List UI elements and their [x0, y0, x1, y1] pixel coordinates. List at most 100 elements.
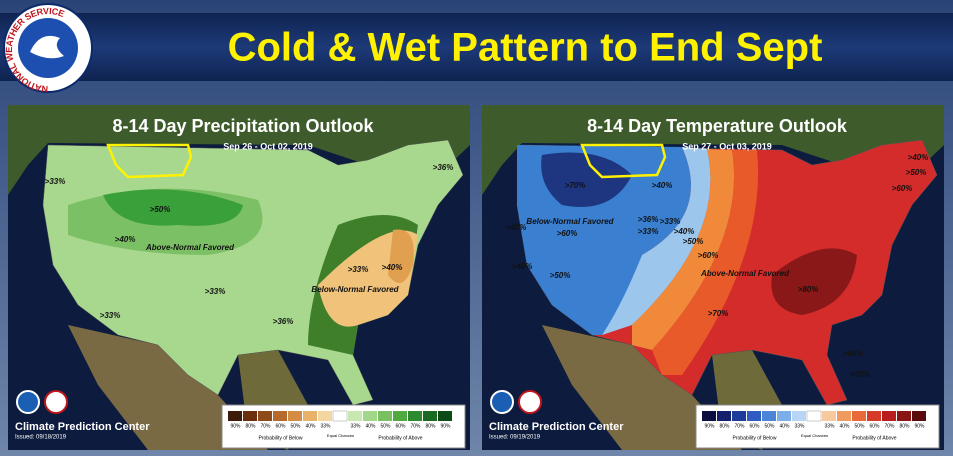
- precip-panel: 8-14 Day Precipitation Outlook Sep 26 - …: [8, 105, 470, 450]
- map-label: >70%: [708, 309, 729, 318]
- legend-tick: 40%: [839, 423, 850, 429]
- map-label: >33%: [45, 177, 66, 186]
- panel-dates: Sep 26 - Oct 02, 2019: [223, 141, 313, 151]
- footer-org: Climate Prediction Center: [15, 421, 150, 433]
- legend-caption: Probability of Below: [259, 435, 303, 441]
- map-label: >40%: [382, 263, 403, 272]
- header-bar: [0, 13, 953, 81]
- map-label: >40%: [512, 262, 533, 271]
- legend-tick: 70%: [260, 423, 271, 429]
- legend-tick: 90%: [704, 423, 715, 429]
- map-label: >33%: [205, 287, 226, 296]
- map-label: >50%: [850, 370, 871, 379]
- legend-caption: Equal Chances: [327, 433, 354, 438]
- legend-tick: 33%: [320, 423, 331, 429]
- panel-title: 8-14 Day Precipitation Outlook: [112, 116, 374, 136]
- map-label: >33%: [638, 227, 659, 236]
- map-label: >40%: [652, 181, 673, 190]
- map-label: >40%: [506, 223, 527, 232]
- legend-swatch: [762, 411, 776, 421]
- legend-caption: Probability of Above: [852, 435, 896, 441]
- legend-swatch: [288, 411, 302, 421]
- legend-swatch: [792, 411, 806, 421]
- slide-title: Cold & Wet Pattern to End Sept: [228, 26, 823, 70]
- legend-swatch: [912, 411, 926, 421]
- map-label: >50%: [150, 205, 171, 214]
- legend-caption: Probability of Above: [378, 435, 422, 441]
- noaa-logo: [490, 390, 514, 414]
- legend-swatch: [822, 411, 836, 421]
- map-label: >70%: [565, 181, 586, 190]
- legend-tick: 90%: [440, 423, 451, 429]
- legend-swatch: [747, 411, 761, 421]
- map-label: >60%: [698, 251, 719, 260]
- map-label: >33%: [348, 265, 369, 274]
- legend-swatch: [732, 411, 746, 421]
- legend-tick: 40%: [305, 423, 316, 429]
- map-label: >36%: [273, 317, 294, 326]
- legend-tick: 33%: [824, 423, 835, 429]
- map-label: >80%: [798, 285, 819, 294]
- map-label: >36%: [433, 163, 454, 172]
- legend-swatch: [273, 411, 287, 421]
- legend-tick: 70%: [734, 423, 745, 429]
- footer-issued: Issued: 09/18/2019: [15, 435, 67, 441]
- legend-tick: 80%: [719, 423, 730, 429]
- map-label: >36%: [638, 215, 659, 224]
- legend-tick: 80%: [245, 423, 256, 429]
- nws-small-logo: [44, 390, 68, 414]
- legend-caption: Equal Chances: [801, 433, 828, 438]
- legend-tick: 90%: [914, 423, 925, 429]
- legend-tick: 70%: [410, 423, 421, 429]
- legend-tick: 33%: [350, 423, 361, 429]
- map-label: >50%: [550, 271, 571, 280]
- legend-tick: 50%: [380, 423, 391, 429]
- legend-tick: 80%: [899, 423, 910, 429]
- map-label: >60%: [892, 184, 913, 193]
- panel-title: 8-14 Day Temperature Outlook: [587, 116, 848, 136]
- legend-swatch: [243, 411, 257, 421]
- legend-swatch: [318, 411, 332, 421]
- legend-tick: 50%: [290, 423, 301, 429]
- legend-swatch: [882, 411, 896, 421]
- legend-tick: 50%: [764, 423, 775, 429]
- legend-tick: 60%: [869, 423, 880, 429]
- legend-tick: 80%: [425, 423, 436, 429]
- legend-swatch: [258, 411, 272, 421]
- footer-org: Climate Prediction Center: [489, 421, 624, 433]
- map-label: Above-Normal Favored: [145, 243, 235, 252]
- legend-swatch: [438, 411, 452, 421]
- map-label: >40%: [908, 153, 929, 162]
- map-label: >40%: [674, 227, 695, 236]
- legend-tick: 40%: [365, 423, 376, 429]
- noaa-logo: [16, 390, 40, 414]
- nws-small-logo: [518, 390, 542, 414]
- map-label: >33%: [100, 311, 121, 320]
- legend-tick: 40%: [779, 423, 790, 429]
- nws-logo: NATIONAL WEATHER SERVICE: [3, 3, 93, 94]
- map-label: Below-Normal Favored: [311, 285, 399, 294]
- legend-tick: 90%: [230, 423, 241, 429]
- legend-caption: Probability of Below: [733, 435, 777, 441]
- legend-swatch: [806, 410, 822, 422]
- legend-swatch: [408, 411, 422, 421]
- map-label: Above-Normal Favored: [700, 269, 790, 278]
- legend-swatch: [363, 411, 377, 421]
- panel-dates: Sep 27 - Oct 03, 2019: [682, 141, 772, 151]
- legend-swatch: [303, 411, 317, 421]
- legend-swatch: [228, 411, 242, 421]
- map-label: >50%: [906, 168, 927, 177]
- legend-swatch: [702, 411, 716, 421]
- legend-swatch: [393, 411, 407, 421]
- legend-swatch: [717, 411, 731, 421]
- legend-tick: 60%: [395, 423, 406, 429]
- footer-issued: Issued: 09/19/2019: [489, 435, 541, 441]
- legend-swatch: [897, 411, 911, 421]
- legend-tick: 60%: [749, 423, 760, 429]
- legend-swatch: [777, 411, 791, 421]
- map-label: >33%: [660, 217, 681, 226]
- map-label: >60%: [557, 229, 578, 238]
- map-label: Below-Normal Favored: [526, 217, 614, 226]
- legend-swatch: [378, 411, 392, 421]
